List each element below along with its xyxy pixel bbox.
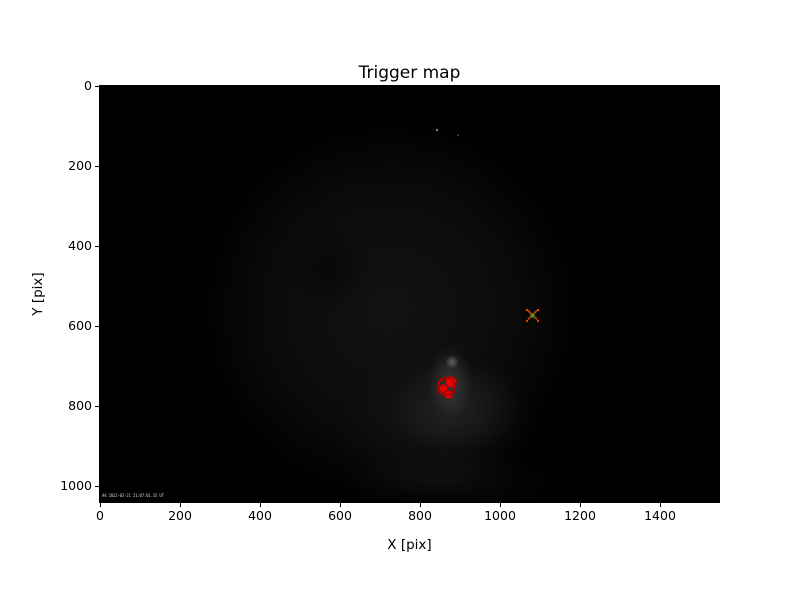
cluster-speckle xyxy=(453,377,456,379)
x-axis-label: X [pix] xyxy=(387,537,432,553)
star-arm-tip xyxy=(525,319,528,322)
timestamp-overlay: #4 2022-03-21 21:07:01.35 UT xyxy=(102,493,164,498)
y-tick-label: 600 xyxy=(68,318,92,333)
y-tick-mark xyxy=(95,85,99,87)
x-tick-label: 800 xyxy=(408,508,432,523)
star-arm-tip xyxy=(536,308,539,311)
y-axis-label: Y [pix] xyxy=(30,272,46,316)
y-tick-mark xyxy=(95,405,99,407)
star-arm-tip xyxy=(536,319,539,322)
x-tick-mark xyxy=(179,503,181,507)
x-tick-mark xyxy=(339,503,341,507)
x-tick-label: 1400 xyxy=(644,508,676,523)
y-tick-mark xyxy=(95,165,99,167)
chart-title: Trigger map xyxy=(358,63,461,83)
x-tick-label: 0 xyxy=(96,508,104,523)
x-tick-mark xyxy=(659,503,661,507)
x-tick-mark xyxy=(579,503,581,507)
y-tick-mark xyxy=(95,325,99,327)
reference-star-marker xyxy=(525,308,539,322)
x-tick-label: 200 xyxy=(168,508,192,523)
y-tick-label: 800 xyxy=(68,398,92,413)
star-arm-tip xyxy=(525,308,528,311)
x-tick-mark xyxy=(419,503,421,507)
cluster-speckle xyxy=(437,393,439,396)
x-tick-mark xyxy=(259,503,261,507)
y-tick-label: 1000 xyxy=(60,478,92,493)
x-tick-label: 1000 xyxy=(484,508,516,523)
star-center-square xyxy=(529,312,535,318)
x-tick-label: 1200 xyxy=(564,508,596,523)
plot-area: #4 2022-03-21 21:07:01.35 UT xyxy=(99,85,720,503)
cluster-speckle xyxy=(436,375,439,378)
y-tick-label: 400 xyxy=(68,238,92,253)
y-tick-mark xyxy=(95,245,99,247)
x-tick-label: 600 xyxy=(328,508,352,523)
y-tick-label: 0 xyxy=(84,78,92,93)
cluster-speckle xyxy=(454,390,457,393)
cluster-outline-marker xyxy=(436,376,456,396)
y-tick-mark xyxy=(95,485,99,487)
x-tick-label: 400 xyxy=(248,508,272,523)
faint-star-dot xyxy=(457,134,459,137)
faint-star-dot xyxy=(436,129,439,131)
x-tick-mark xyxy=(99,503,101,507)
x-tick-mark xyxy=(499,503,501,507)
y-tick-label: 200 xyxy=(68,158,92,173)
